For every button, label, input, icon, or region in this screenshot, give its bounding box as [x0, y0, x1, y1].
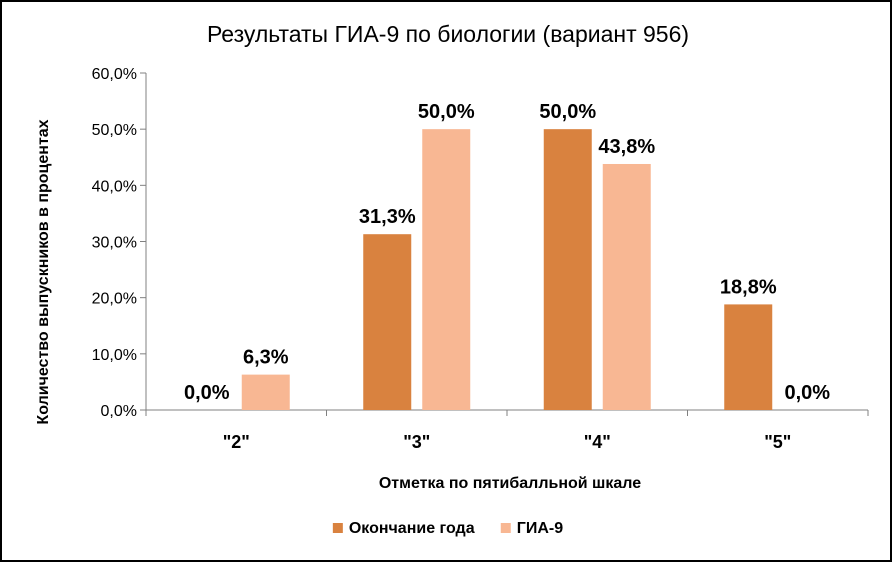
bar: [543, 129, 592, 410]
y-tick-label: 0,0%: [101, 403, 137, 420]
data-label: 50,0%: [418, 101, 475, 123]
y-tick-label: 10,0%: [92, 347, 137, 364]
bar: [363, 234, 412, 410]
x-tick-label: "4": [584, 432, 611, 452]
legend-swatch: [332, 523, 343, 533]
y-tick-label: 60,0%: [92, 66, 137, 83]
data-label: 6,3%: [243, 347, 289, 369]
legend-label: ГИА-9: [517, 520, 563, 537]
y-axis-label: Количество выпускников в процентах: [35, 119, 52, 424]
bar: [241, 374, 290, 410]
data-label: 0,0%: [784, 382, 830, 404]
legend-label: Окончание года: [349, 520, 475, 537]
chart-title: Результаты ГИА-9 по биологии (вариант 95…: [207, 21, 689, 47]
data-label: 18,8%: [720, 276, 777, 298]
x-tick-label: "3": [403, 432, 430, 452]
data-label: 31,3%: [359, 206, 416, 228]
x-tick-label: "5": [764, 432, 791, 452]
bar: [422, 129, 471, 410]
plot-area: 0,0% 10,0% 20,0% 30,0% 40,0% 50,0% 60,0% "2" 0,0…: [92, 66, 869, 452]
y-tick-label: 20,0%: [92, 291, 137, 308]
x-tick-label: "2": [223, 432, 250, 452]
data-label: 0,0%: [184, 382, 230, 404]
bar: [724, 304, 773, 410]
data-label: 43,8%: [598, 136, 655, 158]
bar: [602, 163, 651, 410]
legend: Окончание года ГИА-9: [332, 520, 563, 537]
legend-swatch: [500, 523, 511, 533]
data-label: 50,0%: [539, 101, 596, 123]
y-tick-label: 40,0%: [92, 178, 137, 195]
y-tick-label: 30,0%: [92, 235, 137, 252]
x-axis-label: Отметка по пятибалльной шкале: [379, 475, 641, 492]
y-tick-label: 50,0%: [92, 122, 137, 139]
